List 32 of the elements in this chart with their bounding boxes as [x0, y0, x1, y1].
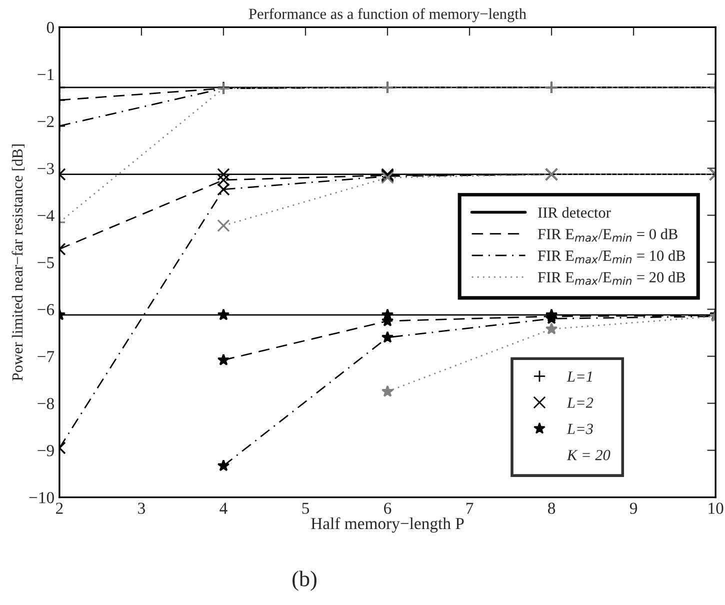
x-tick-label: 6: [384, 502, 392, 514]
legend-label: FIR E$_{max}$/E$_{min}$ = 0 dB: [538, 228, 678, 242]
x-tick-label: 3: [138, 502, 145, 514]
legend-label: IIR detector: [538, 207, 611, 218]
x-tick-label: 5: [302, 502, 310, 514]
y-axis-title: Power limited near−far resistance [dB]: [12, 144, 25, 381]
y-tick-label: −2: [38, 116, 54, 128]
chart-title: Performance as a function of memory−length: [248, 8, 526, 22]
x-tick-label: 7: [466, 502, 474, 514]
legend-label: L=1: [566, 371, 592, 382]
y-tick-label: −4: [38, 210, 54, 222]
y-tick-label: −8: [38, 398, 54, 410]
x-tick-label: 10: [708, 502, 724, 514]
y-tick-label: −7: [38, 351, 54, 362]
x-axis-title: Half memory−length P: [311, 517, 464, 533]
annotation: K = 20: [566, 450, 610, 460]
text: (b): [292, 570, 316, 591]
legend-label: L=3: [566, 424, 593, 434]
y-tick-label: −10: [29, 492, 54, 504]
y-tick-label: 0: [46, 22, 54, 34]
x-tick-label: 4: [220, 502, 228, 514]
x-tick-label: 8: [548, 502, 556, 514]
x-tick-label: 9: [630, 502, 638, 514]
y-tick-label: −6: [38, 304, 54, 316]
y-tick-label: −9: [38, 445, 54, 456]
x-tick-label: 2: [56, 502, 63, 514]
y-tick-label: −1: [38, 69, 54, 80]
y-tick-label: −5: [38, 257, 54, 268]
y-tick-label: −3: [38, 162, 54, 174]
legend-label: FIR E$_{max}$/E$_{min}$ = 10 dB: [538, 250, 686, 264]
legend-label: FIR E$_{max}$/E$_{min}$ = 20 dB: [538, 272, 686, 285]
legend-label: L=2: [566, 398, 594, 408]
